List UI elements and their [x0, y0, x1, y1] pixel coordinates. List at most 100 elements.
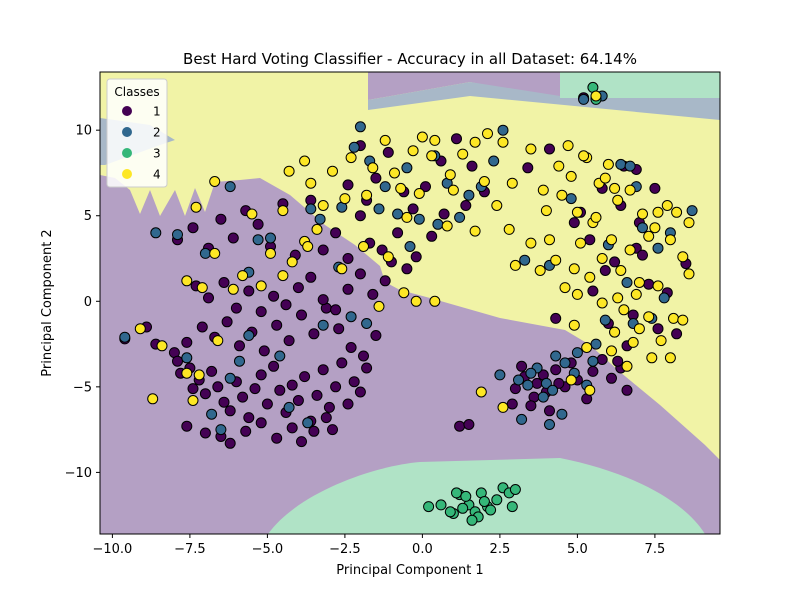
point-class-4: [497, 401, 509, 413]
point-class-4: [305, 177, 317, 189]
point-class-4: [181, 275, 193, 287]
point-class-4: [237, 270, 249, 282]
point-class-1: [187, 222, 199, 234]
point-class-2: [215, 424, 227, 436]
point-class-1: [460, 200, 472, 211]
point-class-1: [212, 381, 224, 393]
point-class-4: [621, 360, 633, 372]
point-class-2: [488, 155, 500, 167]
point-class-4: [643, 311, 655, 323]
region-class-3: [268, 458, 705, 534]
point-class-1: [308, 328, 320, 340]
point-class-1: [649, 182, 661, 194]
legend-label-4: 4: [153, 168, 161, 182]
point-class-2: [494, 369, 506, 381]
point-class-1: [199, 427, 211, 439]
point-class-2: [379, 181, 391, 193]
point-class-1: [308, 425, 320, 437]
data-points: [119, 81, 698, 526]
point-class-1: [392, 227, 404, 239]
point-class-4: [358, 241, 369, 252]
point-class-1: [221, 316, 233, 328]
point-class-1: [361, 362, 373, 374]
point-class-4: [596, 297, 608, 309]
point-class-4: [584, 384, 596, 396]
point-class-2: [345, 311, 357, 323]
point-class-1: [516, 360, 528, 372]
point-class-1: [243, 285, 255, 297]
point-class-1: [196, 321, 208, 333]
point-class-1: [466, 160, 478, 172]
point-class-1: [258, 345, 270, 357]
point-class-1: [463, 419, 475, 430]
point-class-4: [491, 200, 503, 211]
point-class-1: [187, 383, 199, 395]
y-axis-ticks: −10 −5 0 5 10: [65, 124, 100, 481]
point-class-4: [429, 295, 441, 307]
point-class-2: [361, 318, 373, 329]
x-tick-label: 2.5: [490, 542, 511, 557]
point-class-3: [435, 499, 447, 511]
point-class-4: [627, 336, 639, 348]
point-class-1: [336, 357, 348, 369]
legend-label-1: 1: [153, 105, 161, 119]
point-class-1: [255, 369, 267, 381]
point-class-1: [296, 309, 307, 321]
point-class-2: [525, 367, 537, 379]
point-class-4: [379, 134, 391, 146]
point-class-1: [342, 179, 354, 191]
point-class-1: [286, 379, 298, 391]
point-class-1: [367, 288, 379, 300]
point-class-2: [252, 234, 264, 246]
point-class-4: [339, 193, 351, 205]
plot-frame: [99, 71, 721, 535]
point-class-4: [615, 265, 627, 276]
point-class-2: [544, 419, 555, 430]
point-class-1: [358, 350, 369, 362]
point-class-1: [354, 386, 366, 398]
point-class-2: [181, 352, 193, 364]
x-tick-label: −2.5: [329, 542, 361, 557]
point-class-4: [537, 184, 549, 196]
point-class-1: [317, 244, 329, 256]
point-class-2: [317, 319, 329, 331]
point-class-1: [587, 285, 599, 297]
point-class-3: [460, 490, 472, 502]
point-class-2: [199, 247, 211, 259]
point-class-1: [609, 256, 621, 268]
point-class-2: [599, 314, 611, 326]
point-class-1: [181, 420, 193, 432]
point-class-2: [243, 330, 255, 341]
point-class-1: [323, 401, 335, 413]
point-class-2: [302, 417, 314, 429]
point-class-2: [559, 357, 571, 369]
point-class-4: [327, 165, 338, 177]
point-class-1: [643, 278, 655, 290]
point-class-4: [556, 189, 568, 201]
point-class-1: [268, 360, 280, 372]
point-class-2: [516, 413, 528, 425]
point-class-4: [637, 208, 648, 220]
point-class-4: [265, 247, 276, 259]
decision-regions: [100, 72, 720, 534]
legend-marker-1: [122, 106, 132, 116]
point-class-4: [187, 395, 199, 406]
point-class-2: [283, 401, 295, 413]
legend-marker-4: [122, 169, 132, 179]
point-class-2: [519, 254, 531, 266]
point-class-1: [612, 355, 624, 367]
point-class-4: [655, 335, 667, 347]
point-class-4: [565, 170, 577, 182]
point-class-1: [407, 203, 419, 215]
point-class-1: [327, 424, 338, 436]
point-class-2: [413, 213, 425, 225]
point-class-1: [652, 323, 664, 335]
point-class-4: [441, 220, 453, 232]
point-class-1: [420, 181, 431, 193]
legend-label-3: 3: [153, 147, 161, 161]
point-class-4: [277, 205, 289, 217]
legend: Classes 1 2 3 4: [106, 78, 168, 188]
point-class-2: [624, 160, 636, 172]
point-class-2: [540, 377, 552, 389]
